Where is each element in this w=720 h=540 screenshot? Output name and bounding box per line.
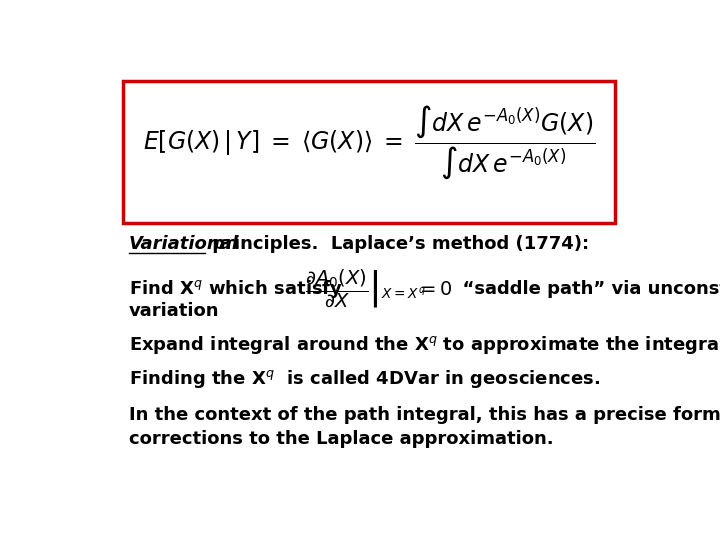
Text: Variational: Variational [129, 234, 239, 253]
Text: “saddle path” via unconstrained: “saddle path” via unconstrained [450, 280, 720, 298]
Text: Finding the X$^q$  is called 4DVar in geosciences.: Finding the X$^q$ is called 4DVar in geo… [129, 368, 600, 390]
Text: In the context of the path integral, this has a precise form, and one can evalua: In the context of the path integral, thi… [129, 406, 720, 424]
Text: Find X$^q$ which satisfy: Find X$^q$ which satisfy [129, 278, 343, 300]
Text: $E[G(X)\,|\,Y] \;=\; \langle G(X)\rangle \;=\; \dfrac{\int dX\, e^{-A_0(X)}G(X)}: $E[G(X)\,|\,Y] \;=\; \langle G(X)\rangle… [143, 103, 595, 180]
Text: variation: variation [129, 302, 220, 320]
FancyBboxPatch shape [124, 82, 615, 223]
Text: Expand integral around the X$^q$ to approximate the integral.: Expand integral around the X$^q$ to appr… [129, 334, 720, 356]
Text: $\left.\dfrac{\partial A_0(X)}{\partial X}\right|_{X=X^q}\!\!\! = 0$: $\left.\dfrac{\partial A_0(X)}{\partial … [305, 267, 452, 309]
Text: principles.  Laplace’s method (1774):: principles. Laplace’s method (1774): [206, 234, 589, 253]
Text: corrections to the Laplace approximation.: corrections to the Laplace approximation… [129, 430, 554, 448]
